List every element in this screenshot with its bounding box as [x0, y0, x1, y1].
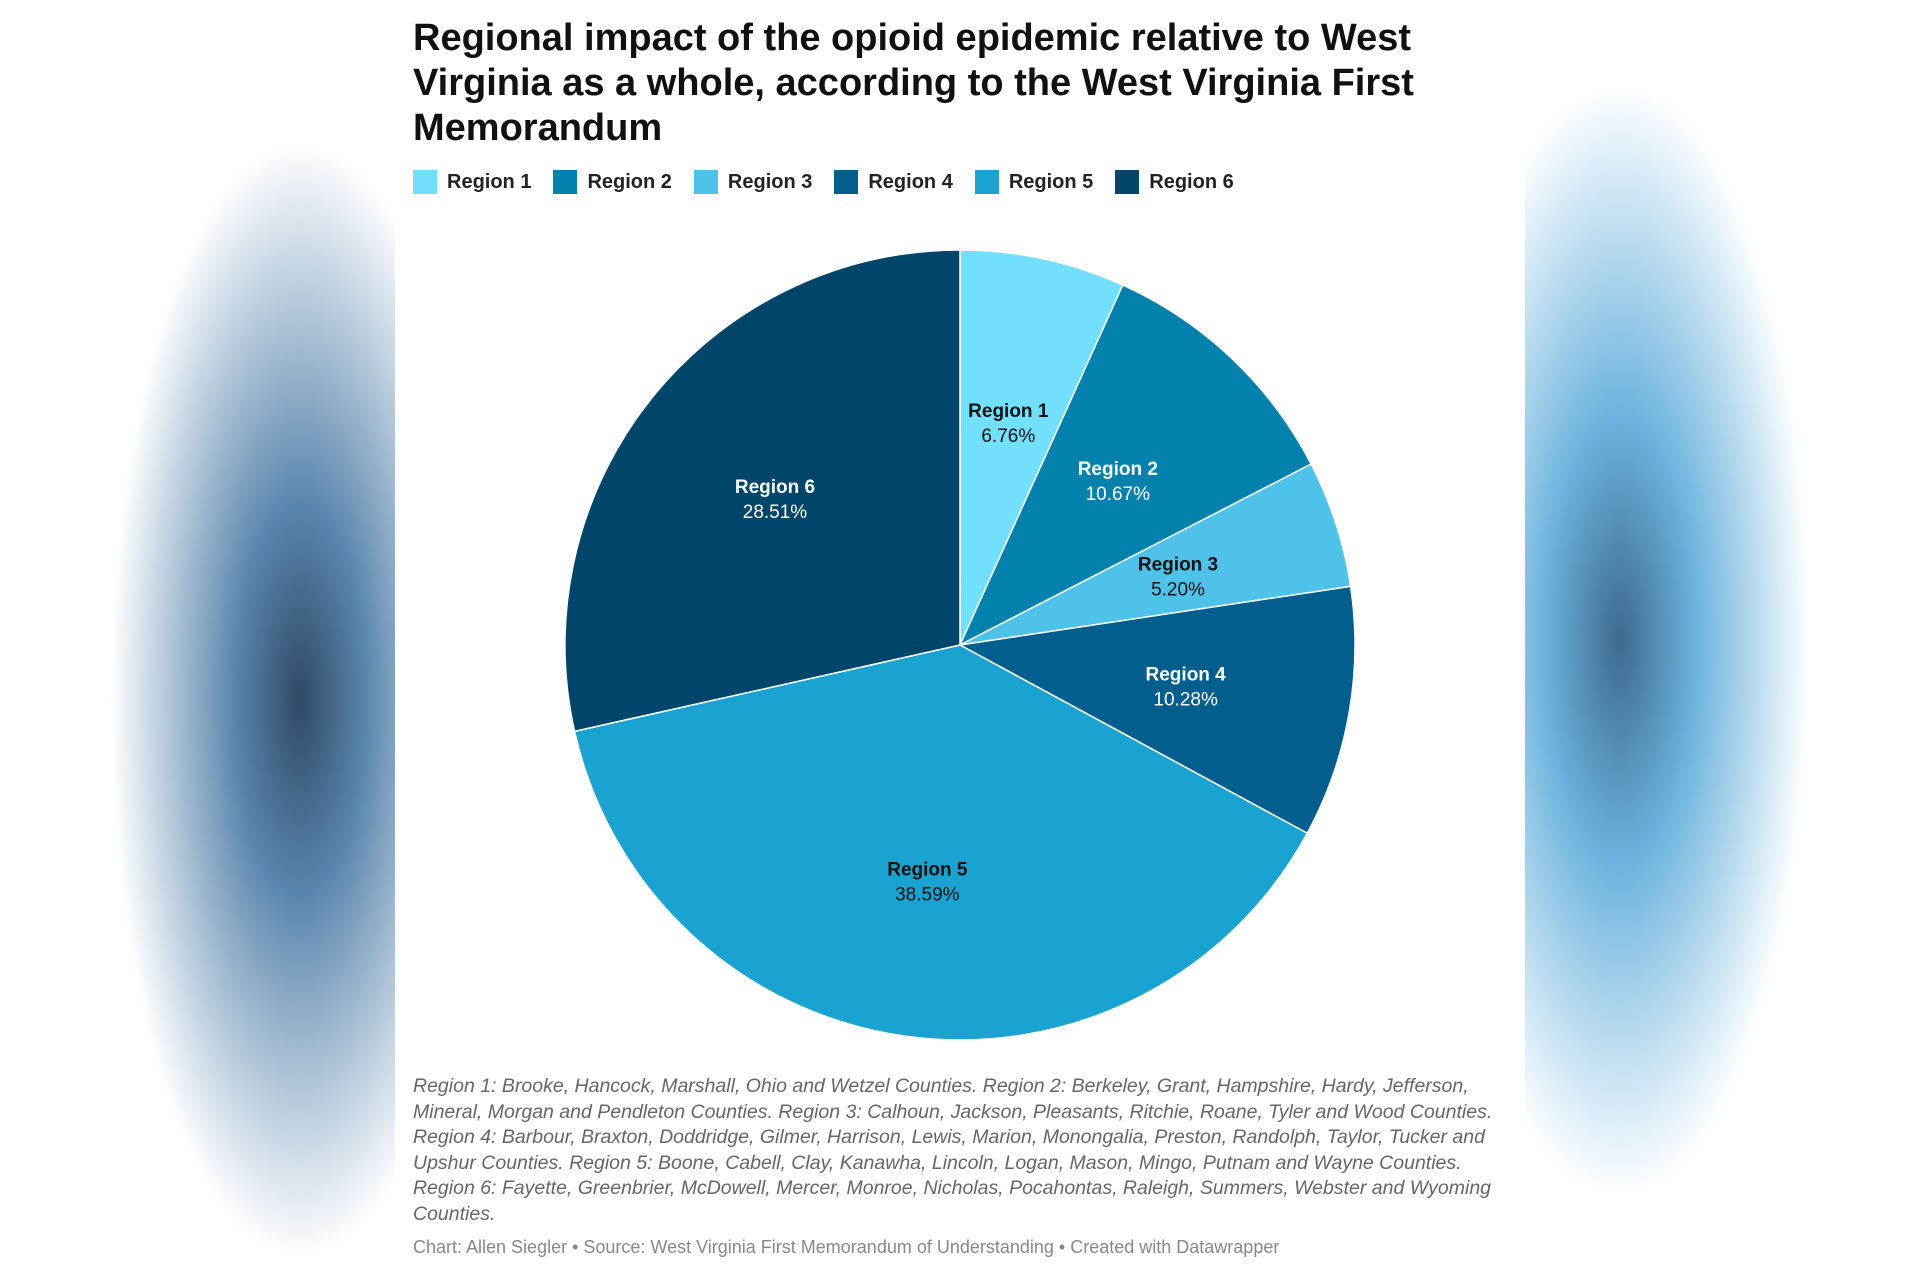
chart-title: Regional impact of the opioid epidemic r…: [413, 17, 1414, 149]
region-notes: Region 1: Brooke, Hancock, Marshall, Ohi…: [413, 1075, 1493, 1225]
slice-value-2: 10.67%: [1086, 484, 1151, 505]
slice-label-2: Region 2: [1078, 459, 1158, 480]
legend-item: Region 6: [1115, 170, 1234, 194]
legend-swatch: [693, 170, 718, 194]
legend-label: Region 3: [727, 170, 813, 193]
legend: Region 1 Region 2 Region 3 Region 4 Region 5…: [413, 170, 1256, 194]
pie-slice-2: [958, 284, 1313, 647]
pie-slice-4: [957, 585, 1356, 835]
chart-credit: Chart: Allen Siegler • Source: West Virg…: [413, 1237, 1280, 1257]
legend-swatch: [1115, 170, 1140, 194]
legend-item: Region 3: [693, 170, 813, 194]
slice-value-4: 10.28%: [1153, 690, 1218, 711]
legend-item: Region 4: [834, 170, 953, 194]
legend-label: Region 4: [868, 170, 953, 193]
legend-label: Region 6: [1149, 170, 1234, 193]
legend-swatch: [553, 170, 578, 194]
slice-value-1: 6.76%: [981, 426, 1035, 447]
legend-item: Region 2: [553, 170, 672, 194]
slice-label-1: Region 1: [968, 401, 1049, 422]
chart-card: Regional impact of the opioid epidemic r…: [395, 0, 1525, 1280]
legend-item: Region 5: [974, 170, 1094, 194]
pie-slice-1: [959, 249, 1124, 646]
legend-swatch: [974, 170, 999, 194]
slice-label-3: Region 3: [1138, 555, 1218, 576]
pie-slice-6: [564, 249, 961, 733]
legend-label: Region 5: [1008, 170, 1094, 193]
pie-chart: Region 1 6.76% Region 2 10.67% Region 3 5.20%…: [564, 249, 1356, 1041]
legend-label: Region 2: [587, 170, 672, 193]
legend-item: Region 1: [413, 170, 531, 194]
slice-label-4: Region 4: [1146, 665, 1227, 686]
legend-swatch: [834, 170, 859, 194]
legend-label: Region 1: [447, 170, 532, 193]
slice-label-6: Region 6: [735, 477, 815, 498]
legend-swatch: [413, 170, 437, 194]
pie-slice-5: [573, 644, 1309, 1041]
slice-value-3: 5.20%: [1151, 580, 1205, 601]
slice-value-6: 28.51%: [743, 502, 808, 523]
slice-label-5: Region 5: [887, 860, 968, 881]
slice-value-5: 38.59%: [895, 885, 960, 906]
